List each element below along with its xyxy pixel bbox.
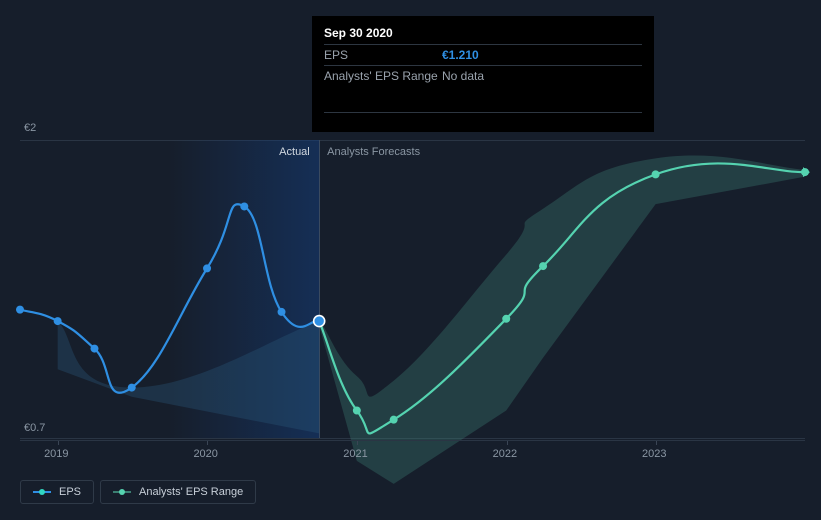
legend-item-eps[interactable]: EPS [20, 480, 94, 504]
x-tick-label: 2023 [642, 448, 666, 460]
y-tick-label-top: €2 [24, 122, 36, 134]
x-tick-label: 2021 [343, 448, 367, 460]
eps-forecast-marker [353, 406, 361, 414]
x-tick-label: 2019 [44, 448, 68, 460]
tooltip-date: Sep 30 2020 [324, 26, 642, 44]
legend: EPS Analysts' EPS Range [20, 480, 256, 504]
eps-forecast-marker [390, 416, 398, 424]
tooltip-row-key: EPS [324, 48, 442, 62]
chart-tooltip: Sep 30 2020 EPS €1.210 Analysts' EPS Ran… [312, 16, 654, 132]
tooltip-row-eps: EPS €1.210 [324, 44, 642, 65]
tooltip-row-value: No data [442, 69, 484, 83]
eps-actual-marker [54, 317, 62, 325]
legend-swatch [33, 488, 51, 496]
legend-label: EPS [59, 486, 81, 498]
x-tick-label: 2022 [493, 448, 517, 460]
tooltip-row-value: €1.210 [442, 48, 479, 62]
x-axis-line [20, 440, 805, 441]
tooltip-row-range: Analysts' EPS Range No data [324, 65, 642, 86]
eps-forecast-marker [502, 315, 510, 323]
eps-forecast-marker [539, 262, 547, 270]
range-forecast-area [319, 156, 805, 484]
highlight-marker [314, 316, 325, 327]
eps-forecast-marker [652, 170, 660, 178]
legend-swatch [113, 488, 131, 496]
eps-actual-marker [240, 202, 248, 210]
tooltip-divider [324, 112, 642, 120]
eps-actual-marker [90, 345, 98, 353]
tooltip-row-key: Analysts' EPS Range [324, 69, 442, 83]
legend-label: Analysts' EPS Range [139, 486, 243, 498]
eps-actual-marker [16, 306, 24, 314]
eps-actual-marker [278, 308, 286, 316]
legend-item-range[interactable]: Analysts' EPS Range [100, 480, 256, 504]
range-actual-area [58, 321, 320, 433]
x-tick-label: 2020 [193, 448, 217, 460]
eps-actual-marker [128, 384, 136, 392]
eps-chart[interactable] [20, 140, 805, 438]
eps-actual-marker [203, 264, 211, 272]
